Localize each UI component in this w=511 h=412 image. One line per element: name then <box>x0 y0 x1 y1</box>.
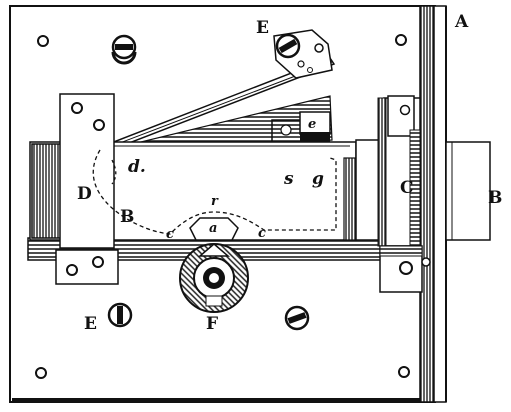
bolt-path-dashed <box>92 149 337 235</box>
corner-screw-holes <box>35 34 410 379</box>
label-g: g <box>312 169 324 189</box>
key-hub <box>179 217 249 313</box>
lower-left-plate <box>55 249 119 285</box>
screw-hole-bottom-left <box>35 367 47 379</box>
screw-hole-top-right <box>395 34 407 46</box>
left-bolt-block <box>31 93 115 249</box>
label-E-bottom: E <box>84 314 97 334</box>
label-s: s <box>283 169 294 189</box>
label-c-left: c <box>166 227 174 242</box>
label-A: A <box>454 12 469 32</box>
label-a: a <box>209 221 217 236</box>
label-c-right: c <box>258 226 266 241</box>
label-r: r <box>211 194 219 209</box>
forend-plate <box>419 5 447 403</box>
screw-bottom-left <box>107 302 133 328</box>
screw-bottom-center <box>284 305 310 331</box>
screw-top-left <box>111 34 137 65</box>
label-e: e <box>308 117 316 132</box>
screw-hole-top-left <box>37 35 49 47</box>
screw-hole-bottom-right <box>398 366 410 378</box>
label-E-top: E <box>256 18 269 38</box>
label-B-bolt: B <box>120 207 134 227</box>
label-F: F <box>206 314 218 334</box>
top-spring-plate <box>273 29 333 79</box>
label-D: D <box>77 184 92 204</box>
label-d: d. <box>128 157 146 177</box>
label-C: C <box>400 178 414 198</box>
outer-bolt <box>445 141 491 241</box>
label-B-outer: B <box>488 188 502 208</box>
